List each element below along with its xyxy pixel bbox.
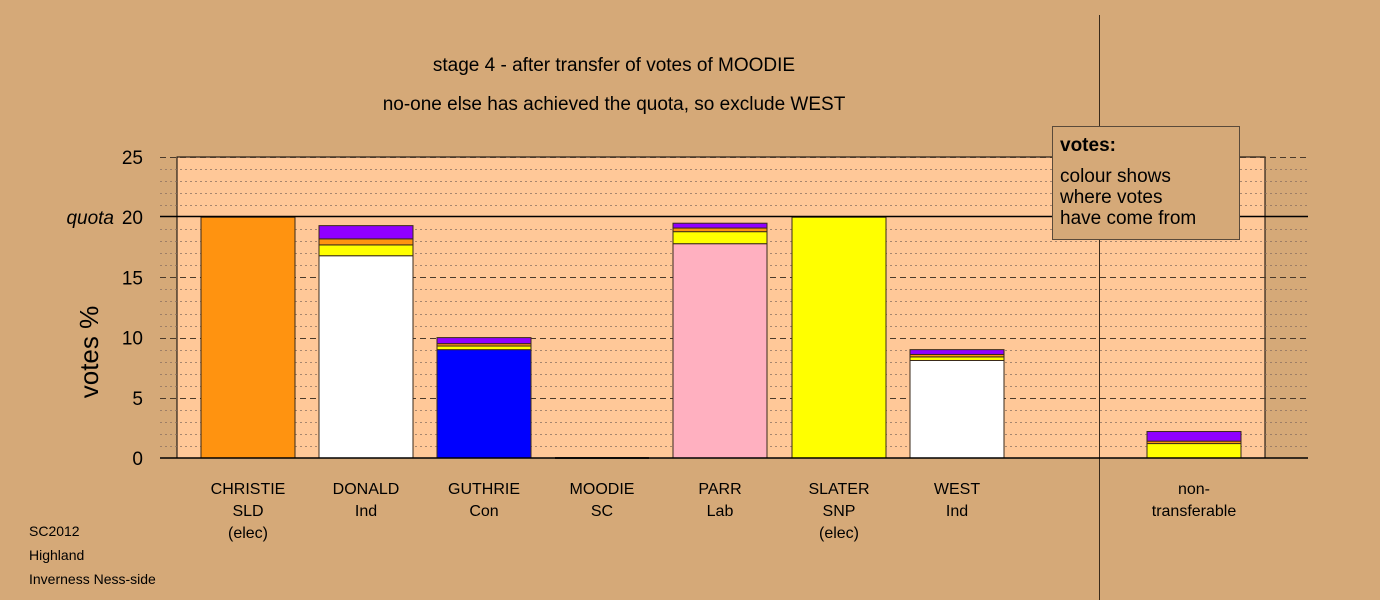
bar-segment-purple [672, 222, 768, 229]
bar-segment-yellow [436, 345, 532, 351]
bar-segment-orange [318, 238, 414, 246]
quota-label: quota [66, 208, 114, 229]
bar-segment-yellow [909, 356, 1005, 361]
legend: votes: colour shows where votes have com… [1052, 126, 1240, 240]
y-tick-label: 0 [132, 449, 143, 470]
bar-segment-yellow [791, 216, 887, 459]
candidate-label-line1: MOODIE [570, 481, 635, 498]
bar-segment-white [318, 255, 414, 459]
legend-line-1: colour shows [1060, 166, 1171, 187]
bar-segment-yellow [318, 244, 414, 257]
candidate-label-line1: CHRISTIE [211, 481, 286, 498]
chart-subtitle: no-one else has achieved the quota, so e… [383, 94, 846, 115]
candidate-label-line2: SC [591, 503, 613, 520]
bar-segment-purple [318, 225, 414, 240]
candidate-label-line2: transferable [1152, 503, 1237, 520]
candidate-label-line1: PARR [698, 481, 741, 498]
footer-line-2: Highland [29, 547, 84, 563]
y-tick-label: 20 [122, 208, 143, 229]
bar-segment-orange [200, 216, 296, 459]
candidate-label-line2: Con [469, 503, 498, 520]
y-axis-ticks: 0 5 10 15 25 20 [122, 148, 143, 470]
candidate-label-line1: WEST [934, 481, 980, 498]
legend-line-3: have come from [1060, 208, 1197, 229]
bars [200, 216, 1242, 459]
bar-segment-blue [436, 349, 532, 459]
y-tick-label: 10 [122, 329, 143, 350]
candidate-label-line3: (elec) [228, 525, 268, 542]
legend-heading: votes: [1060, 135, 1116, 156]
bar-segment-purple [436, 337, 532, 345]
x-axis-labels: CHRISTIE SLD (elec) DONALD Ind GUTHRIE Con MOOD… [211, 481, 1237, 542]
chart-title: stage 4 - after transfer of votes of MOO… [433, 55, 795, 76]
candidate-label-line1: non- [1178, 481, 1210, 498]
bar-segment-orange [672, 227, 768, 233]
y-tick-label: 15 [122, 268, 143, 289]
candidate-label-line1: DONALD [333, 481, 400, 498]
candidate-label-line2: SNP [823, 503, 856, 520]
bar-segment-yellow [1146, 443, 1242, 459]
footer-line-1: SC2012 [29, 523, 80, 539]
candidate-label-line2: Ind [355, 503, 377, 520]
candidate-label-line2: Lab [707, 503, 734, 520]
bar-segment-white [909, 359, 1005, 459]
bar-segment-purple [1146, 431, 1242, 442]
candidate-label-line2: Ind [946, 503, 968, 520]
bar-segment-pink [672, 243, 768, 459]
candidate-label-line1: GUTHRIE [448, 481, 520, 498]
y-tick-label: 25 [122, 148, 143, 169]
bar-segment-purple [909, 349, 1005, 355]
y-tick-label: 5 [132, 389, 143, 410]
candidate-label-line2: SLD [232, 503, 263, 520]
candidate-label-line1: SLATER [808, 481, 869, 498]
candidate-label-line3: (elec) [819, 525, 859, 542]
legend-line-2: where votes [1060, 187, 1163, 208]
footer-line-3: Inverness Ness-side [29, 571, 156, 587]
y-axis-label: votes % [74, 306, 104, 399]
bar-segment-yellow [672, 231, 768, 245]
